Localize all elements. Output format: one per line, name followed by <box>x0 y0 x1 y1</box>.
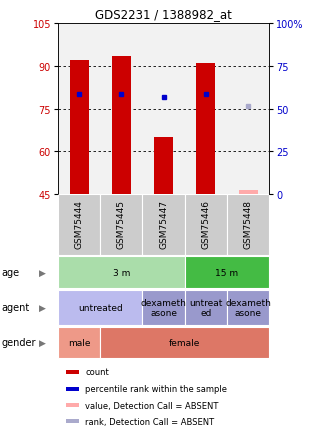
Bar <box>227 24 269 195</box>
Bar <box>154 138 173 195</box>
Bar <box>185 290 227 325</box>
Text: GSM75444: GSM75444 <box>74 200 84 248</box>
Bar <box>66 419 79 423</box>
Bar <box>185 24 227 195</box>
Text: 3 m: 3 m <box>113 268 130 277</box>
Bar <box>227 290 269 325</box>
Text: dexameth
asone: dexameth asone <box>225 298 271 317</box>
Text: female: female <box>169 338 200 347</box>
Bar <box>239 191 258 195</box>
Bar <box>185 195 227 256</box>
Bar <box>196 64 215 195</box>
Bar <box>69 61 89 195</box>
Bar <box>112 56 131 195</box>
Bar <box>58 327 100 358</box>
Bar <box>227 195 269 256</box>
Text: gender: gender <box>2 338 36 348</box>
Bar <box>66 370 79 374</box>
Title: GDS2231 / 1388982_at: GDS2231 / 1388982_at <box>95 8 232 21</box>
Text: percentile rank within the sample: percentile rank within the sample <box>85 385 227 394</box>
Text: GSM75447: GSM75447 <box>159 200 168 249</box>
Bar <box>58 24 100 195</box>
Text: untreat
ed: untreat ed <box>189 298 223 317</box>
Text: count: count <box>85 368 109 377</box>
Text: GSM75445: GSM75445 <box>117 200 126 249</box>
Bar <box>58 195 100 256</box>
Bar <box>100 195 142 256</box>
Text: GSM75448: GSM75448 <box>244 200 253 249</box>
Bar <box>142 195 185 256</box>
Text: GSM75446: GSM75446 <box>201 200 210 249</box>
Text: ▶: ▶ <box>39 303 46 312</box>
Text: agent: agent <box>2 302 30 312</box>
Bar <box>100 24 142 195</box>
Bar <box>58 257 185 288</box>
Text: value, Detection Call = ABSENT: value, Detection Call = ABSENT <box>85 401 219 410</box>
Text: ▶: ▶ <box>39 338 46 347</box>
Bar <box>66 387 79 391</box>
Bar <box>185 257 269 288</box>
Text: untreated: untreated <box>78 303 122 312</box>
Text: ▶: ▶ <box>39 268 46 277</box>
Bar <box>142 290 185 325</box>
Bar <box>142 24 185 195</box>
Bar <box>66 403 79 407</box>
Text: age: age <box>2 267 20 277</box>
Bar <box>58 290 142 325</box>
Bar <box>100 327 269 358</box>
Text: dexameth
asone: dexameth asone <box>141 298 187 317</box>
Text: rank, Detection Call = ABSENT: rank, Detection Call = ABSENT <box>85 417 214 426</box>
Text: 15 m: 15 m <box>215 268 239 277</box>
Text: male: male <box>68 338 90 347</box>
